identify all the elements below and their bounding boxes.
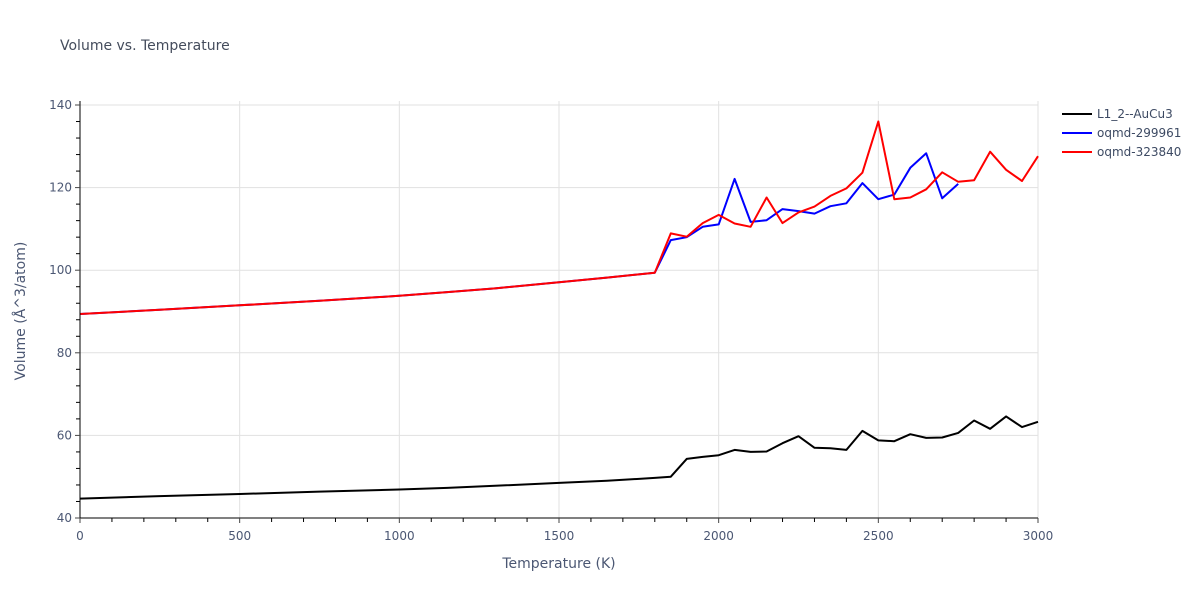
legend-item[interactable]: oqmd-323840 (1062, 145, 1181, 159)
gridlines (80, 101, 1039, 518)
series-line-oqmd-323840[interactable] (79, 120, 1039, 315)
y-axis-title: Volume (Å^3/atom) (12, 242, 29, 381)
legend-item[interactable]: L1_2--AuCu3 (1062, 107, 1173, 121)
x-tick-label: 1000 (384, 529, 415, 543)
y-tick-label: 100 (49, 263, 72, 277)
y-axis-ticks: 40 60 80 100 120 140 (49, 98, 80, 525)
y-tick-label: 40 (57, 511, 72, 525)
series-line-L1_2--AuCu3[interactable] (79, 415, 1039, 500)
x-tick-label: 1500 (544, 529, 575, 543)
legend-label: oqmd-323840 (1097, 145, 1181, 159)
legend[interactable]: L1_2--AuCu3 oqmd-299961 oqmd-323840 (1062, 107, 1181, 159)
x-tick-label: 500 (228, 529, 251, 543)
legend-label: oqmd-299961 (1097, 126, 1181, 140)
x-tick-label: 2500 (863, 529, 894, 543)
x-tick-label: 0 (76, 529, 84, 543)
x-tick-label: 3000 (1023, 529, 1054, 543)
series-line-oqmd-299961[interactable] (79, 152, 959, 315)
legend-item[interactable]: oqmd-299961 (1062, 126, 1181, 140)
y-tick-label: 60 (57, 428, 72, 442)
y-tick-label: 120 (49, 181, 72, 195)
legend-label: L1_2--AuCu3 (1097, 107, 1173, 121)
y-tick-label: 80 (57, 346, 72, 360)
y-tick-label: 140 (49, 98, 72, 112)
chart-title: Volume vs. Temperature (60, 38, 230, 54)
series-layer (79, 120, 1039, 500)
x-tick-label: 2000 (703, 529, 734, 543)
x-axis-ticks: 0 500 1000 1500 2000 2500 3000 (76, 518, 1053, 543)
x-axis-title: Temperature (K) (501, 556, 615, 572)
